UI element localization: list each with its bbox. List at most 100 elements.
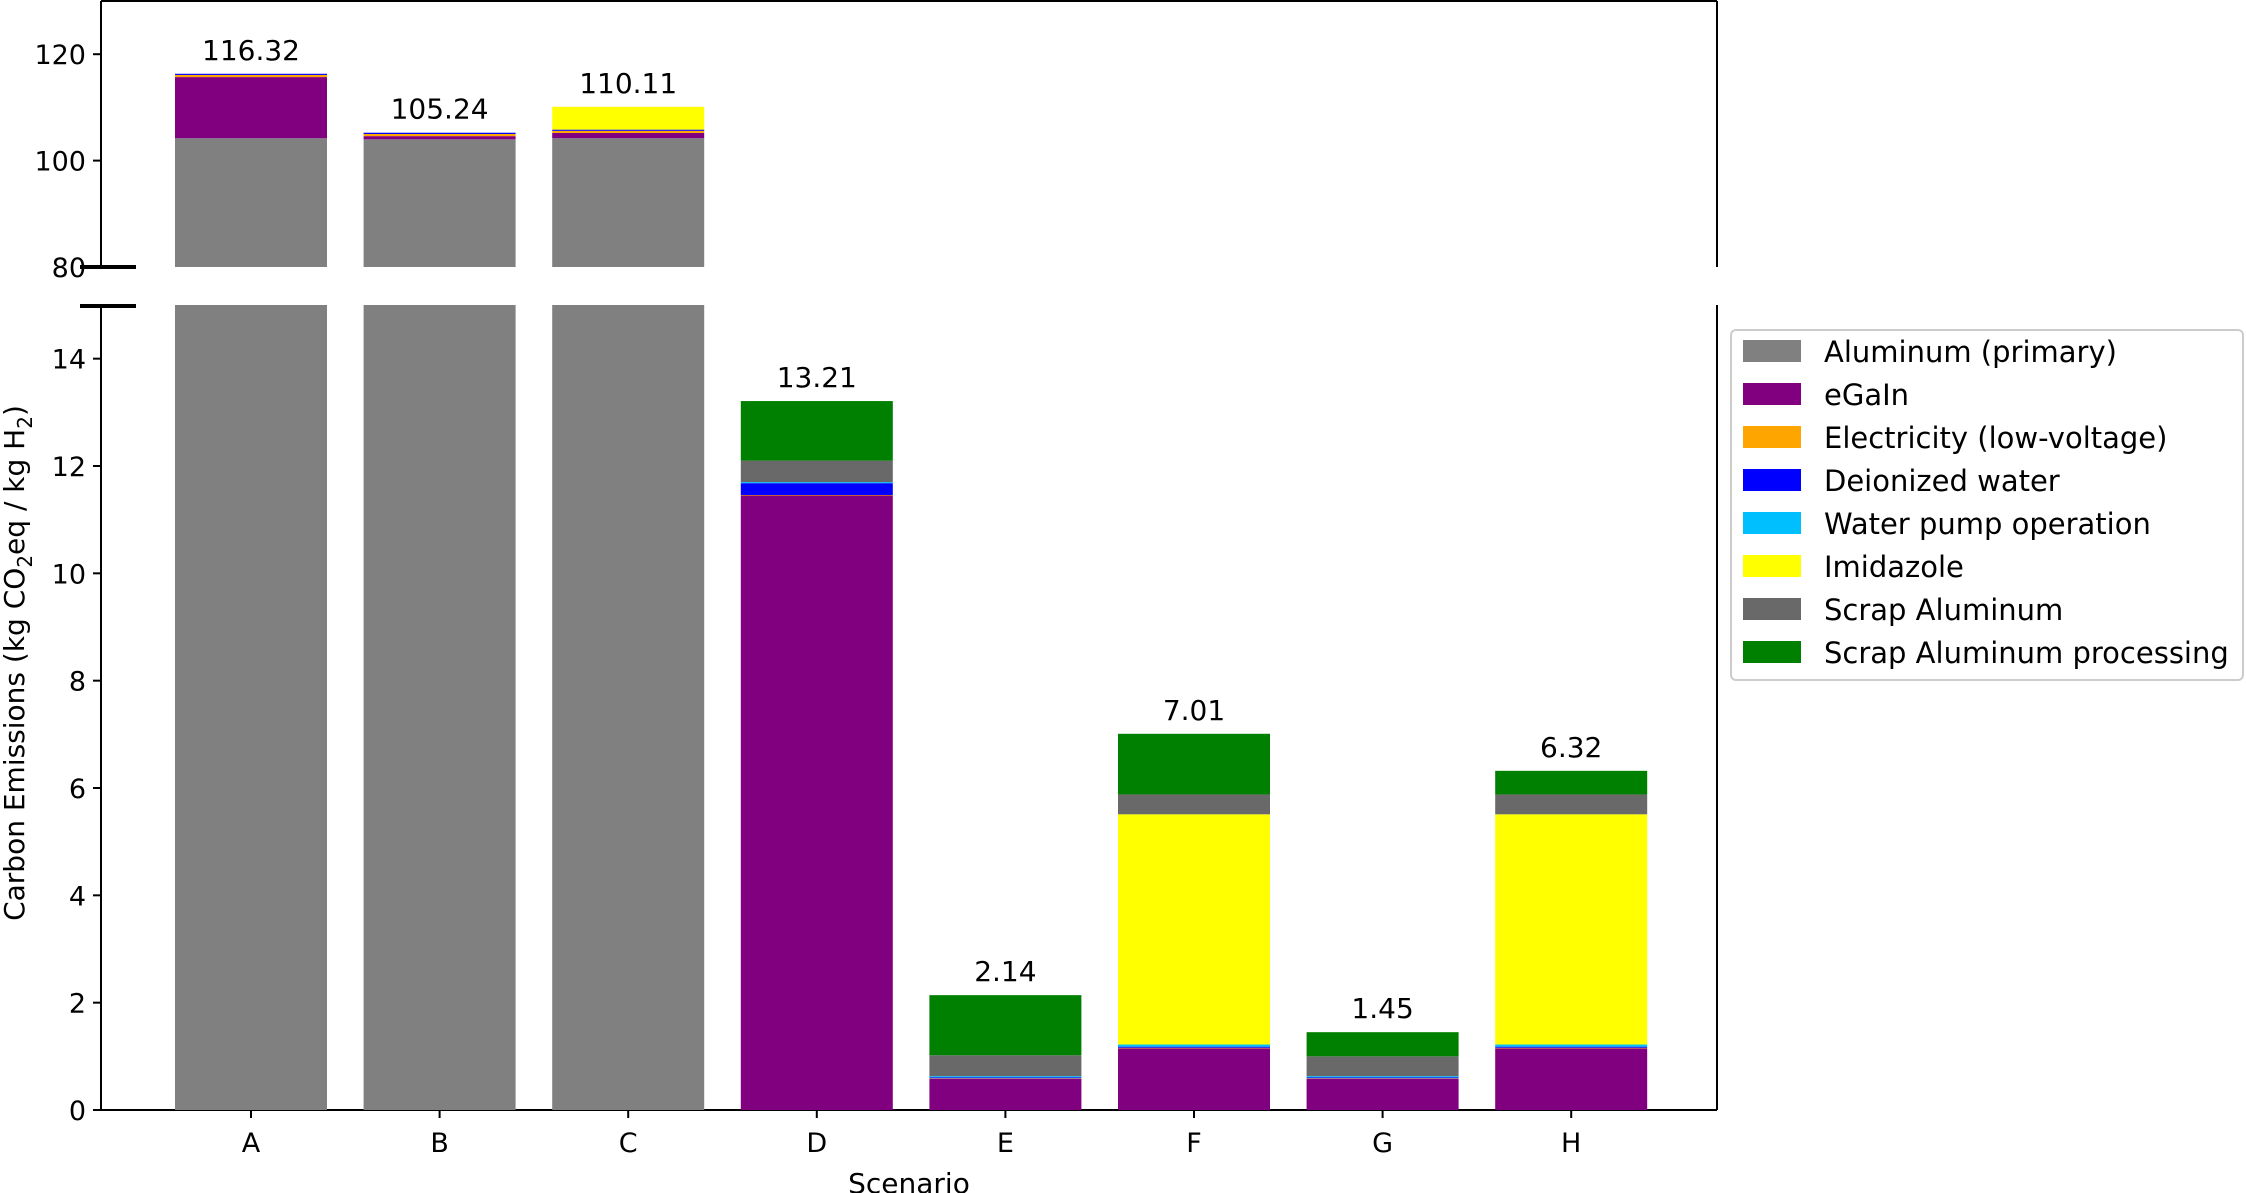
legend-swatch: [1743, 641, 1801, 663]
bar-B: [363, 132, 516, 1110]
legend-label: Aluminum (primary): [1824, 335, 2117, 369]
bar-segment-scrap-aluminum: [1495, 794, 1648, 815]
bar-segment-imidazole: [552, 106, 705, 130]
bar-segment-electricity-low-voltage: [363, 134, 516, 137]
legend-label: Imidazole: [1824, 550, 1964, 584]
bar-segment-electricity-low-voltage: [552, 130, 705, 133]
bar-segment-scrap-aluminum: [740, 460, 893, 483]
bar-F: [1118, 733, 1270, 1110]
total-label: 13.21: [777, 361, 857, 394]
x-ticks-group: A B C D E F G H: [242, 1110, 1581, 1159]
bar-segment-scrap-aluminum-processing: [1495, 770, 1648, 795]
bar-segment-deionized-water: [1495, 1046, 1648, 1048]
x-tick-label: G: [1372, 1128, 1393, 1159]
legend-entry: Deionized water: [1743, 464, 2060, 498]
bar-segment-water-pump-operation: [1495, 1044, 1648, 1047]
bar-segment-scrap-aluminum-processing: [1118, 733, 1270, 795]
legend-entry: Scrap Aluminum processing: [1743, 636, 2229, 670]
bar-segment-electricity-low-voltage: [1306, 1078, 1459, 1079]
legend-label: Scrap Aluminum processing: [1824, 636, 2229, 670]
legend-swatch: [1743, 598, 1801, 620]
bar-segment-water-pump-operation: [740, 482, 893, 484]
bar-segment-aluminum-primary: [363, 305, 516, 1110]
bar-segment-aluminum-primary: [175, 305, 327, 1110]
y-tick-label: 2: [69, 989, 86, 1020]
bar-segment-imidazole: [1495, 814, 1648, 1045]
bar-segment-electricity-low-voltage: [929, 1078, 1082, 1079]
bar-segment-egain: [552, 132, 705, 139]
bar-segment-egain: [1306, 1078, 1459, 1110]
y-tick-label: 4: [69, 881, 86, 912]
legend-entry: Water pump operation: [1743, 507, 2151, 541]
legend-entry: Electricity (low-voltage): [1743, 421, 2167, 455]
bar-D: [740, 401, 893, 1110]
legend-label: Deionized water: [1824, 464, 2060, 498]
y-ticks-group: 0 2 4 6 8 10 12 14 80 100 120: [34, 40, 101, 1127]
bar-E: [929, 995, 1082, 1110]
y-tick-label: 80: [52, 253, 86, 284]
total-label: 105.24: [391, 93, 489, 126]
total-labels-group: 116.32 105.24 110.11 13.21 2.14 7.01 1.45 6.32: [202, 34, 1602, 1025]
x-tick-label: A: [242, 1128, 261, 1159]
bar-G: [1306, 1032, 1459, 1110]
bar-segment-electricity-low-voltage: [1495, 1047, 1648, 1049]
bar-segment-aluminum-primary: [552, 138, 705, 267]
x-tick-label: D: [806, 1128, 827, 1159]
bar-H: [1495, 770, 1648, 1110]
y-tick-label: 8: [69, 667, 86, 698]
total-label: 1.45: [1351, 992, 1413, 1025]
bar-segment-aluminum-primary: [552, 305, 705, 1110]
legend-label: Water pump operation: [1824, 507, 2151, 541]
bar-segment-egain: [929, 1078, 1082, 1110]
legend-entry: eGaIn: [1743, 378, 1909, 412]
bar-segment-imidazole: [1118, 814, 1270, 1045]
x-axis-title: Scenario: [848, 1167, 970, 1193]
bar-segment-scrap-aluminum-processing: [740, 401, 893, 461]
bar-segment-aluminum-primary: [363, 139, 516, 267]
bar-segment-egain: [363, 136, 516, 140]
x-tick-label: E: [997, 1128, 1014, 1159]
bar-segment-electricity-low-voltage: [1118, 1047, 1270, 1049]
bar-segment-deionized-water: [552, 129, 705, 131]
bar-segment-aluminum-primary: [175, 138, 327, 267]
bar-segment-electricity-low-voltage: [175, 74, 327, 78]
y-tick-label: 14: [52, 345, 86, 376]
total-label: 116.32: [202, 34, 300, 67]
legend-entry: Scrap Aluminum: [1743, 593, 2063, 627]
total-label: 2.14: [974, 955, 1036, 988]
bar-segment-scrap-aluminum-processing: [1306, 1032, 1459, 1057]
bar-segment-scrap-aluminum-processing: [929, 995, 1082, 1056]
bar-segment-deionized-water: [175, 73, 327, 75]
y-tick-label: 0: [69, 1096, 86, 1127]
total-label: 7.01: [1163, 694, 1225, 727]
y-tick-label: 100: [34, 147, 86, 178]
bar-segment-deionized-water: [929, 1077, 1082, 1079]
bar-segment-egain: [1495, 1048, 1648, 1110]
total-label: 110.11: [579, 67, 677, 100]
bar-segment-egain: [740, 495, 893, 1110]
x-tick-label: H: [1561, 1128, 1581, 1159]
legend-swatch: [1743, 469, 1801, 491]
y-tick-label: 120: [34, 40, 86, 71]
y-tick-label: 6: [69, 774, 86, 805]
bar-C: [552, 106, 705, 1110]
legend-label: Scrap Aluminum: [1824, 593, 2063, 627]
legend: Aluminum (primary) eGaIn Electricity (low-…: [1730, 329, 2244, 681]
legend-entry: Imidazole: [1743, 550, 1964, 584]
y-tick-label: 10: [52, 559, 86, 590]
bar-segment-egain: [1118, 1048, 1270, 1110]
legend-swatch: [1743, 512, 1801, 534]
bars-group: [175, 73, 1648, 1110]
y-tick-label: 12: [52, 452, 86, 483]
legend-label: Electricity (low-voltage): [1824, 421, 2167, 455]
y-axis-title: Carbon Emissions (kg CO2eq / kg H2): [0, 405, 37, 921]
bar-A: [175, 73, 327, 1110]
total-label: 6.32: [1540, 731, 1602, 764]
bar-segment-water-pump-operation: [929, 1076, 1082, 1078]
legend-label: eGaIn: [1824, 378, 1909, 412]
bar-segment-electricity-low-voltage: [740, 494, 893, 496]
bar-segment-scrap-aluminum: [1118, 794, 1270, 815]
x-tick-label: B: [430, 1128, 449, 1159]
bar-segment-water-pump-operation: [1118, 1044, 1270, 1047]
